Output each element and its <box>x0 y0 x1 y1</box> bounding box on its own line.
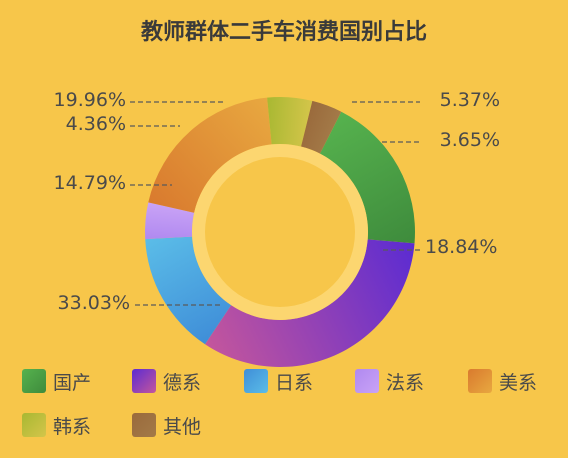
legend-label: 韩系 <box>53 415 92 438</box>
data-label-美系: 19.96% <box>54 89 126 111</box>
data-label-韩系: 5.37% <box>440 89 500 111</box>
slice-日系 <box>145 236 232 345</box>
chart-title: 教师群体二手车消费国别占比 <box>140 20 427 45</box>
legend-label: 日系 <box>275 371 314 394</box>
legend-item-法系: 法系 <box>355 368 424 394</box>
legend-label: 其他 <box>163 415 202 438</box>
data-label-其他: 3.65% <box>440 129 500 151</box>
data-label-国产: 18.84% <box>425 236 497 258</box>
data-label-日系: 14.79% <box>54 172 126 194</box>
legend-item-韩系: 韩系 <box>22 412 91 438</box>
legend-label: 美系 <box>499 371 538 394</box>
slice-韩系 <box>267 97 313 147</box>
slice-国产 <box>319 111 415 244</box>
legend-label: 德系 <box>163 371 202 394</box>
slice-法系 <box>145 202 195 240</box>
legend-swatch <box>22 369 46 393</box>
legend-swatch <box>22 413 46 437</box>
data-label-德系: 33.03% <box>58 292 130 314</box>
legend-item-其他: 其他 <box>132 412 201 438</box>
legend-swatch <box>132 413 156 437</box>
legend-item-日系: 日系 <box>244 368 313 394</box>
slice-其他 <box>301 100 342 154</box>
legend-item-国产: 国产 <box>22 368 91 394</box>
slice-美系 <box>148 97 272 213</box>
legend-item-美系: 美系 <box>468 368 537 394</box>
legend-swatch <box>132 369 156 393</box>
donut-hole <box>205 157 355 307</box>
slice-德系 <box>205 239 415 367</box>
legend-swatch <box>355 369 379 393</box>
legend-swatch <box>244 369 268 393</box>
legend-item-德系: 德系 <box>132 368 201 394</box>
data-label-法系: 4.36% <box>66 113 126 135</box>
legend-label: 国产 <box>53 371 92 394</box>
legend-swatch <box>468 369 492 393</box>
legend-label: 法系 <box>386 371 425 394</box>
